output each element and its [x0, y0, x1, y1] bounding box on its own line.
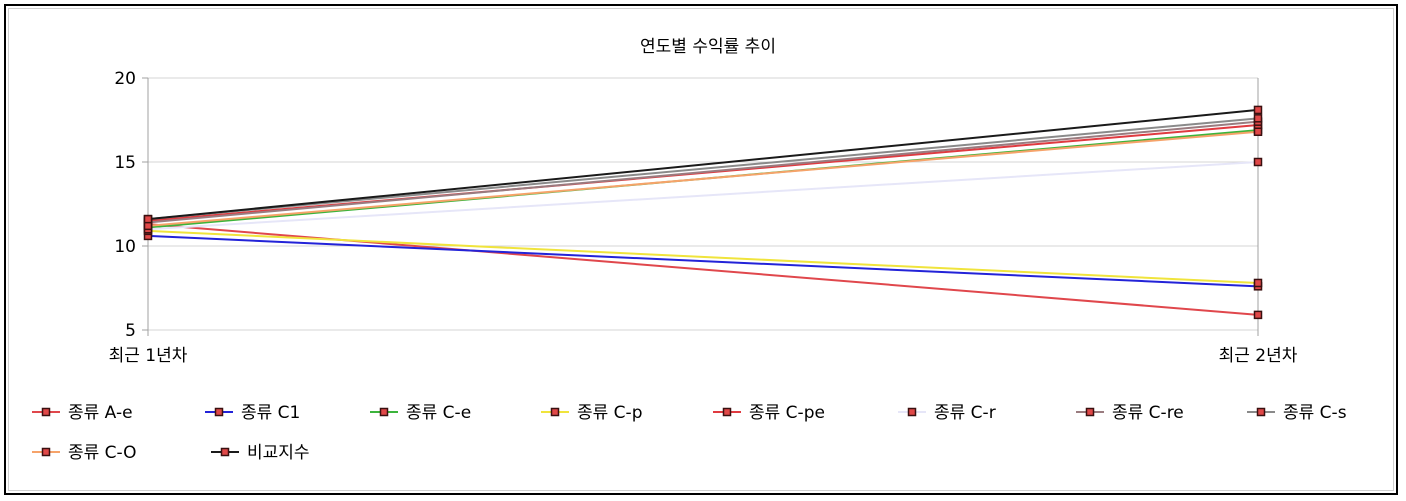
legend-item[interactable]: 종류 C-pe	[713, 403, 825, 423]
legend-label: 종류 A-e	[68, 403, 133, 423]
legend-swatch-marker	[907, 407, 917, 417]
y-tick-label: 20	[114, 69, 136, 89]
data-point-marker	[1253, 310, 1263, 320]
legend-item[interactable]: 종류 A-e	[32, 403, 133, 423]
data-point-marker	[1253, 114, 1263, 123]
legend-item[interactable]: 종류 C-p	[541, 403, 642, 423]
grid-layer	[148, 77, 1258, 331]
x-tick-label: 최근 1년차	[109, 346, 188, 366]
series-layer	[143, 105, 1263, 320]
legend-item[interactable]: 비교지수	[211, 443, 310, 463]
series-line	[147, 161, 1259, 231]
legend-label: 종류 C-e	[406, 403, 471, 423]
data-point-marker	[1253, 157, 1263, 167]
legend: 종류 A-e 종류 C1 종류 C-e 종류 C-p 종류 C-pe 종류 C-r 종류 C…	[32, 403, 1347, 463]
y-tick-label: 15	[114, 153, 136, 173]
data-point-marker	[1253, 278, 1263, 288]
series-line	[147, 117, 1259, 221]
series-line	[147, 108, 1259, 221]
legend-label: 종류 C-O	[68, 443, 137, 463]
legend-label: 종류 C1	[241, 403, 300, 423]
chart-frame	[4, 4, 1398, 495]
data-point-marker	[1253, 105, 1263, 115]
legend-item[interactable]: 종류 C1	[205, 403, 300, 423]
series-line	[147, 234, 1259, 288]
legend-item[interactable]: 종류 C-re	[1076, 403, 1184, 423]
legend-swatch-marker	[550, 407, 560, 417]
legend-label: 비교지수	[247, 443, 310, 463]
data-point-marker	[143, 221, 153, 231]
legend-swatch-marker	[41, 447, 51, 457]
legend-swatch-marker	[220, 447, 230, 457]
legend-swatch-marker	[1256, 407, 1266, 417]
series-line	[147, 130, 1259, 227]
chart-inner-border	[8, 8, 1394, 491]
legend-swatch-marker	[1085, 407, 1095, 417]
legend-swatch-marker	[214, 407, 224, 417]
legend-label: 종류 C-s	[1283, 403, 1347, 423]
legend-swatch-marker	[722, 407, 732, 417]
axis-layer: 5 10 15 20 최근 1년차 최근 2년차	[109, 69, 1298, 366]
legend-label: 종류 C-pe	[749, 403, 825, 423]
legend-label: 종류 C-p	[577, 403, 642, 423]
y-tick-label: 5	[125, 321, 136, 341]
legend-swatch-marker	[379, 407, 389, 417]
legend-item[interactable]: 종류 C-s	[1247, 403, 1347, 423]
series-line	[147, 229, 1259, 284]
legend-item[interactable]: 종류 C-O	[32, 443, 137, 463]
series-line	[147, 120, 1259, 224]
y-tick-label: 10	[114, 237, 136, 257]
x-tick-label: 최근 2년차	[1219, 346, 1298, 366]
legend-label: 종류 C-re	[1112, 403, 1184, 423]
legend-item[interactable]: 종류 C-e	[370, 403, 471, 423]
data-point-marker	[1253, 127, 1263, 137]
legend-label: 종류 C-r	[934, 403, 996, 423]
legend-item[interactable]: 종류 C-r	[898, 403, 996, 423]
legend-swatch-marker	[41, 407, 51, 417]
data-point-marker	[143, 214, 153, 224]
chart-title: 연도별 수익률 추이	[640, 37, 776, 57]
